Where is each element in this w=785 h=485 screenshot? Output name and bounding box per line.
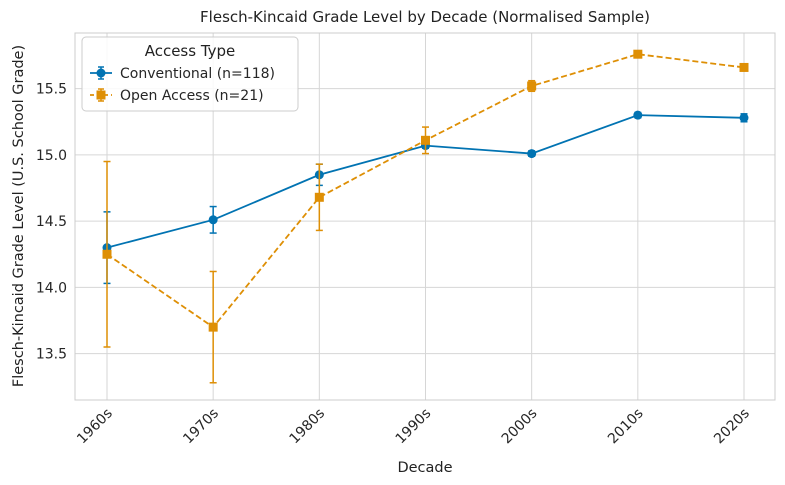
y-tick-label: 15.0: [36, 148, 67, 164]
x-tick-label: 2010s: [605, 406, 647, 448]
x-tick-label: 1980s: [286, 406, 328, 448]
x-tick-label: 1970s: [180, 406, 222, 448]
tick-labels: 1960s 1970s 1980s 1990s 2000s 2010s 2020s 13.5 1…: [36, 82, 753, 448]
y-axis-label: Flesch-Kincaid Grade Level (U.S. School …: [11, 45, 27, 387]
x-tick-label: 2000s: [499, 406, 541, 448]
chart-title: Flesch-Kincaid Grade Level by Decade (No…: [200, 8, 650, 26]
data-point: [314, 192, 324, 202]
data-point: [633, 110, 643, 120]
data-point: [527, 149, 537, 159]
legend-item-1: Conventional (n=118): [90, 66, 275, 82]
legend-label: Open Access (n=21): [120, 88, 264, 104]
data-point: [102, 249, 112, 259]
legend-box: [81, 36, 299, 112]
y-tick-label: 14.5: [36, 214, 67, 230]
legend-items: Conventional (n=118) Open Access (n=21): [90, 66, 275, 104]
data-point: [633, 49, 643, 59]
x-tick-label: 1960s: [74, 406, 116, 448]
x-tick-label: 1990s: [393, 406, 435, 448]
legend-title: Access Type: [145, 42, 236, 60]
legend-label: Conventional (n=118): [120, 66, 275, 82]
data-point: [739, 62, 749, 72]
data-point: [208, 322, 218, 332]
data-point: [421, 135, 430, 145]
plot-frame: [74, 32, 776, 401]
legend-marker: [96, 90, 106, 100]
y-tick-label: 13.5: [36, 347, 67, 363]
y-tick-label: 15.5: [36, 82, 67, 98]
data-point: [208, 215, 218, 225]
x-axis-label: Decade: [397, 460, 452, 476]
y-tick-label: 14.0: [36, 280, 67, 296]
series-2: [102, 49, 749, 384]
legend: Access Type Conventional (n=118) Open Acc…: [81, 36, 299, 112]
data-point: [739, 113, 749, 123]
x-tick-label: 2020s: [711, 406, 753, 448]
legend-marker: [96, 68, 106, 78]
legend-item-2: Open Access (n=21): [90, 88, 264, 104]
data-point: [527, 81, 537, 91]
series-layer: [102, 49, 749, 384]
